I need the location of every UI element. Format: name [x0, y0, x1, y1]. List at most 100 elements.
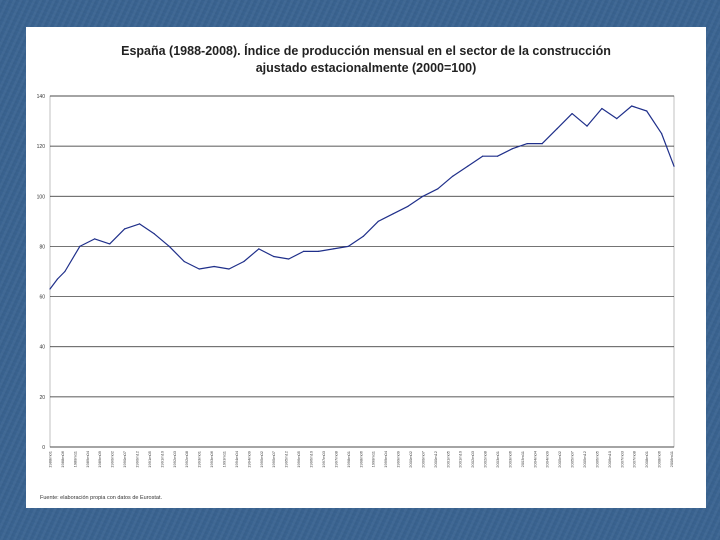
y-tick-label: 120 — [37, 144, 46, 150]
data-point — [94, 238, 96, 240]
x-tick-label: 1999m04 — [383, 450, 388, 467]
y-tick-label: 0 — [42, 445, 45, 451]
chart-title-line-1: España (1988-2008). Índice de producción… — [121, 44, 611, 58]
data-point — [153, 233, 155, 235]
x-tick-label: 1990m07 — [122, 450, 127, 467]
x-tick-label: 2003m01 — [495, 450, 500, 467]
data-point — [79, 245, 81, 247]
x-tick-label: 1999m09 — [396, 450, 401, 467]
x-tick-label: 2005m07 — [570, 450, 575, 467]
data-point — [601, 107, 603, 110]
data-point — [347, 245, 349, 247]
data-point — [496, 155, 499, 157]
x-tick-label: 1990m02 — [110, 450, 115, 467]
x-tick-label: 1998m06 — [358, 450, 363, 467]
x-tick-label: 1992m08 — [184, 450, 189, 467]
y-tick-label: 60 — [39, 295, 45, 301]
x-tick-label: 1994m04 — [234, 450, 239, 467]
x-tick-label: 2001m10 — [458, 450, 463, 467]
chart-title: España (1988-2008). Índice de producción… — [26, 43, 706, 77]
x-tick-label: 1993m11 — [222, 450, 227, 467]
x-tick-label: 1993m06 — [209, 450, 214, 467]
x-tick-label: 2004m09 — [545, 450, 550, 467]
data-point — [526, 143, 528, 145]
x-tick-label: 1998m01 — [346, 450, 351, 467]
x-tick-label: 1988m11 — [72, 450, 77, 467]
x-tick-label: 2005m12 — [582, 450, 587, 467]
data-point — [377, 220, 379, 222]
x-tick-label: 2003m06 — [507, 450, 512, 467]
x-tick-label: 1998m11 — [371, 450, 376, 467]
x-tick-label: 2006m05 — [594, 450, 599, 467]
y-tick-label: 20 — [39, 395, 45, 401]
x-tick-label: 2007m03 — [619, 450, 624, 467]
data-point — [49, 288, 51, 290]
x-tick-label: 1996m10 — [309, 450, 314, 467]
x-tick-label: 2000m12 — [433, 450, 438, 467]
y-tick-label: 80 — [39, 244, 45, 250]
data-point — [273, 255, 275, 258]
x-tick-label: 2008m06 — [657, 450, 662, 467]
data-point — [541, 143, 543, 145]
x-tick-label: 1990m12 — [135, 450, 140, 467]
x-tick-label: 1997m08 — [333, 450, 338, 467]
data-point — [673, 165, 675, 167]
line-chart: 0 20 40 60 80 100 120 140 1988m01 1988m06 1988m11 1… — [37, 94, 675, 468]
data-point — [511, 148, 513, 150]
x-tick-label: 1997m03 — [321, 450, 326, 467]
data-point — [437, 188, 439, 190]
x-tick-label: 1992m03 — [172, 450, 177, 467]
x-tick-label: 2008m01 — [644, 450, 649, 467]
x-tick-label: 1991m10 — [159, 450, 164, 467]
x-tick-label: 1995m12 — [284, 450, 289, 467]
data-point — [631, 105, 633, 107]
data-point — [392, 213, 394, 215]
data-point — [303, 250, 305, 252]
x-tick-label: 2005m02 — [557, 450, 562, 467]
y-tick-label: 140 — [37, 94, 46, 100]
slide-panel: España (1988-2008). Índice de producción… — [26, 27, 706, 508]
source-note: Fuente: elaboración propia con datos de … — [40, 495, 162, 501]
data-point — [616, 118, 618, 120]
data-point — [317, 250, 320, 252]
data-point — [228, 268, 230, 270]
x-tick-label: 2006m10 — [607, 450, 612, 467]
data-point — [661, 133, 663, 135]
data-point — [258, 248, 260, 250]
data-point — [288, 258, 290, 260]
x-tick-label: 2008m11 — [669, 450, 674, 467]
x-tick-label: 2001m05 — [445, 450, 450, 467]
x-tick-label: 1995m07 — [271, 450, 276, 467]
x-tick-label: 1996m05 — [296, 450, 301, 467]
x-tick-label: 2003m11 — [520, 450, 525, 467]
x-tick-label: 1991m05 — [147, 450, 152, 467]
x-tick-label: 1988m01 — [48, 450, 53, 467]
data-point — [452, 175, 454, 177]
data-point — [362, 235, 364, 237]
data-point — [332, 248, 334, 250]
x-tick-label: 2002m03 — [470, 450, 475, 467]
x-tick-label: 1988m06 — [60, 450, 65, 467]
x-tick-label: 1994m09 — [246, 450, 251, 467]
data-point — [109, 243, 111, 245]
data-point — [183, 260, 185, 263]
data-point — [56, 278, 59, 280]
x-tick-label: 1993m01 — [197, 450, 202, 467]
series-line — [49, 105, 675, 290]
data-point — [482, 155, 484, 157]
data-point — [467, 165, 469, 167]
x-tick-label: 2007m08 — [632, 450, 637, 467]
data-point — [571, 113, 573, 115]
data-point — [586, 125, 588, 127]
x-tick-label: 2000m07 — [420, 450, 425, 467]
y-tick-label: 100 — [37, 194, 46, 200]
data-point — [243, 260, 245, 263]
data-point — [407, 205, 409, 207]
data-point — [138, 223, 141, 225]
data-point — [213, 265, 215, 268]
x-tick-label: 2004m04 — [532, 450, 537, 467]
x-tick-label: 1989m04 — [85, 450, 90, 467]
data-point — [422, 195, 424, 197]
x-tick-label: 1989m09 — [97, 450, 102, 467]
chart-title-line-2: ajustado estacionalmente (2000=100) — [255, 61, 477, 75]
